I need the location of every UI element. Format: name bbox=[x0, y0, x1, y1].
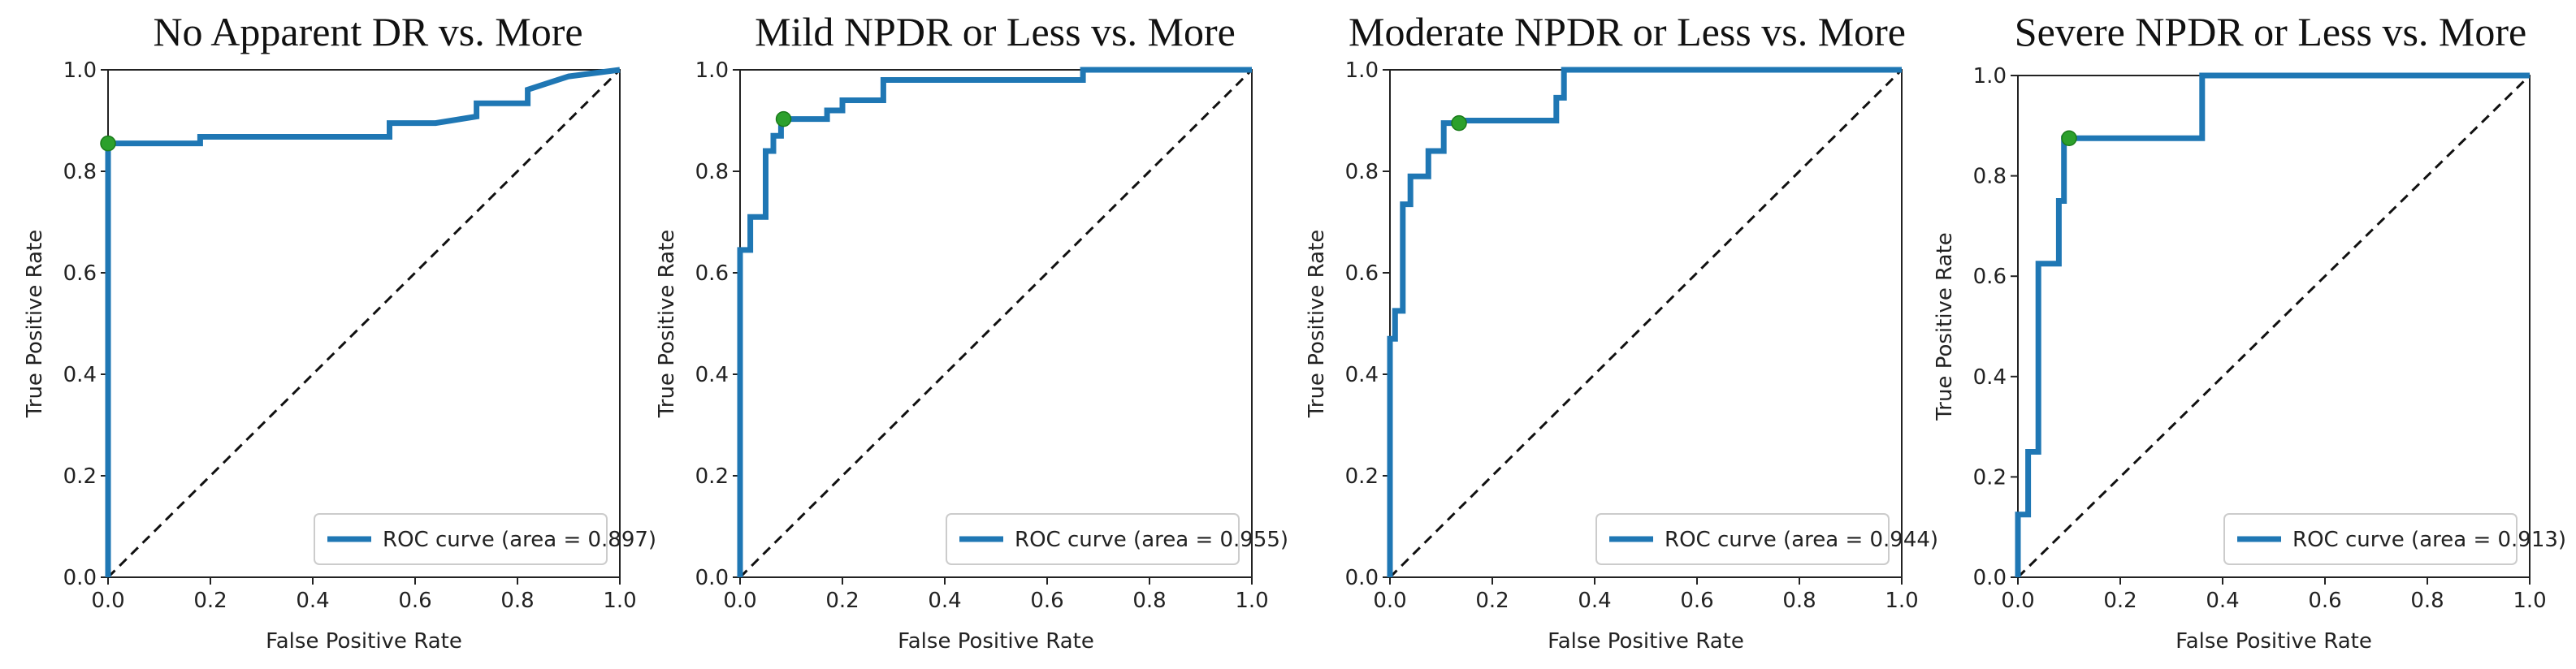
y-axis-label: True Positive Rate bbox=[655, 230, 679, 419]
x-tick-label: 0.0 bbox=[1373, 589, 1406, 613]
x-axis-label: False Positive Rate bbox=[266, 629, 462, 654]
y-tick-label: 0.4 bbox=[63, 363, 97, 387]
x-tick-label: 0.6 bbox=[2308, 589, 2341, 613]
y-tick-label: 0.4 bbox=[695, 363, 729, 387]
roc-panel-3: Moderate NPDR or Less vs. More 0.0 0.2 0.4 0… bbox=[1305, 9, 1938, 654]
roc-curve-line bbox=[1387, 67, 1902, 577]
x-axis-label: False Positive Rate bbox=[1548, 629, 1744, 654]
y-tick-label: 0.2 bbox=[1973, 465, 2007, 490]
x-tick-label: 1.0 bbox=[603, 589, 636, 613]
roc-curve-line bbox=[2015, 72, 2530, 577]
y-tick-label: 0.2 bbox=[695, 464, 729, 489]
y-axis-label: True Positive Rate bbox=[1305, 230, 1329, 419]
y-tick-label: 1.0 bbox=[1973, 64, 2007, 88]
chart-title: Severe NPDR or Less vs. More bbox=[2015, 9, 2526, 54]
legend: ROC curve (area = 0.955) bbox=[946, 513, 1288, 565]
roc-panel-2: Mild NPDR or Less vs. More 0.0 0.2 0.4 0.6 0.… bbox=[655, 9, 1288, 654]
y-tick-label: 0.2 bbox=[63, 464, 97, 489]
chart-title: No Apparent DR vs. More bbox=[153, 9, 582, 54]
roc-panel-1: No Apparent DR vs. More 0.0 0.2 0.4 0.6 0.8 1.… bbox=[23, 9, 656, 654]
x-tick-label: 0.2 bbox=[825, 589, 859, 613]
legend: ROC curve (area = 0.913) bbox=[2223, 513, 2566, 565]
legend: ROC curve (area = 0.897) bbox=[314, 513, 656, 565]
x-tick-label: 0.8 bbox=[2410, 589, 2444, 613]
x-tick-label: 0.2 bbox=[2103, 589, 2137, 613]
chance-diagonal-line bbox=[106, 68, 621, 579]
x-tick-label: 1.0 bbox=[1885, 589, 1918, 613]
x-tick-label: 0.8 bbox=[500, 589, 534, 613]
chance-diagonal-line bbox=[1388, 68, 1903, 579]
y-tick-label: 0.8 bbox=[695, 160, 729, 184]
x-tick-label: 0.2 bbox=[193, 589, 227, 613]
y-tick-label: 0.0 bbox=[63, 566, 97, 590]
x-tick-label: 0.4 bbox=[2206, 589, 2239, 613]
legend-label: ROC curve (area = 0.913) bbox=[2292, 528, 2566, 552]
x-tick-label: 0.0 bbox=[2001, 589, 2034, 613]
legend-label: ROC curve (area = 0.897) bbox=[383, 528, 656, 552]
x-tick-label: 0.4 bbox=[928, 589, 961, 613]
y-tick-label: 0.4 bbox=[1345, 363, 1379, 387]
roc-panel-4: Severe NPDR or Less vs. More 0.0 0.2 0.4 0.6… bbox=[1933, 9, 2566, 654]
y-tick-label: 0.6 bbox=[1973, 265, 2007, 289]
legend-box bbox=[2223, 513, 2518, 565]
x-tick-label: 0.8 bbox=[1132, 589, 1166, 613]
operating-point-marker bbox=[2061, 130, 2077, 146]
y-tick-label: 1.0 bbox=[695, 58, 729, 83]
x-tick-label: 0.4 bbox=[296, 589, 329, 613]
x-tick-label: 0.6 bbox=[1030, 589, 1063, 613]
y-axis-label: True Positive Rate bbox=[1933, 232, 1957, 421]
legend-box bbox=[314, 513, 608, 565]
y-tick-label: 0.4 bbox=[1973, 365, 2007, 390]
y-tick-label: 1.0 bbox=[1345, 58, 1379, 83]
x-tick-label: 0.2 bbox=[1475, 589, 1509, 613]
y-axis-label: True Positive Rate bbox=[23, 230, 47, 419]
x-tick-label: 0.6 bbox=[398, 589, 431, 613]
x-tick-label: 0.8 bbox=[1782, 589, 1816, 613]
legend: ROC curve (area = 0.944) bbox=[1595, 513, 1938, 565]
x-tick-label: 0.6 bbox=[1680, 589, 1713, 613]
x-tick-label: 1.0 bbox=[1235, 589, 1268, 613]
y-tick-label: 0.0 bbox=[695, 566, 729, 590]
legend-box bbox=[946, 513, 1240, 565]
operating-point-marker bbox=[100, 135, 116, 152]
x-tick-label: 0.0 bbox=[723, 589, 756, 613]
y-tick-label: 0.0 bbox=[1973, 566, 2007, 590]
legend-label: ROC curve (area = 0.955) bbox=[1015, 528, 1288, 552]
y-tick-label: 0.8 bbox=[1973, 165, 2007, 189]
y-tick-label: 0.8 bbox=[63, 160, 97, 184]
y-tick-label: 0.2 bbox=[1345, 464, 1379, 489]
x-axis-label: False Positive Rate bbox=[898, 629, 1094, 654]
y-tick-label: 0.6 bbox=[63, 261, 97, 286]
legend-label: ROC curve (area = 0.944) bbox=[1665, 528, 1938, 552]
y-tick-label: 0.8 bbox=[1345, 160, 1379, 184]
legend-box bbox=[1595, 513, 1890, 565]
chart-title: Mild NPDR or Less vs. More bbox=[755, 9, 1236, 54]
operating-point-marker bbox=[775, 110, 792, 127]
x-axis-label: False Positive Rate bbox=[2176, 629, 2372, 654]
roc-curve-line bbox=[105, 67, 621, 577]
chart-title: Moderate NPDR or Less vs. More bbox=[1349, 9, 1906, 54]
y-tick-label: 0.6 bbox=[1345, 261, 1379, 286]
y-tick-label: 0.6 bbox=[695, 261, 729, 286]
x-tick-label: 1.0 bbox=[2513, 589, 2546, 613]
x-tick-label: 0.0 bbox=[91, 589, 124, 613]
chance-diagonal-line bbox=[738, 68, 1253, 579]
x-tick-label: 0.4 bbox=[1578, 589, 1611, 613]
y-tick-label: 1.0 bbox=[63, 58, 97, 83]
y-tick-label: 0.0 bbox=[1345, 566, 1379, 590]
chance-diagonal-line bbox=[2016, 74, 2531, 579]
operating-point-marker bbox=[1451, 114, 1467, 132]
